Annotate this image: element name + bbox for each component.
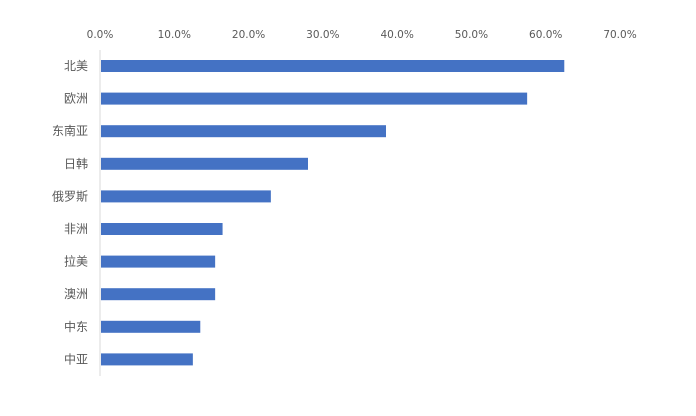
- category-label: 中东: [64, 319, 88, 334]
- x-tick-label: 60.0%: [529, 29, 562, 41]
- bar: [101, 223, 223, 235]
- bar: [101, 288, 216, 301]
- category-label: 北美: [64, 59, 88, 73]
- bar: [101, 255, 216, 268]
- bar: [101, 92, 528, 105]
- x-tick-label: 40.0%: [380, 29, 413, 41]
- bar: [101, 60, 565, 72]
- bars: [101, 60, 565, 366]
- bar: [101, 190, 271, 203]
- category-label: 中亚: [64, 351, 88, 366]
- x-axis-ticks: 0.0% 10.0% 20.0% 30.0% 40.0% 50.0% 60.0% 70.0%: [87, 29, 637, 41]
- category-label: 欧洲: [64, 92, 88, 106]
- category-label: 日韩: [64, 156, 88, 171]
- category-label: 澳洲: [64, 287, 88, 301]
- x-tick-label: 70.0%: [603, 29, 636, 41]
- x-tick-label: 0.0%: [87, 29, 114, 41]
- category-label: 俄罗斯: [52, 189, 88, 203]
- bar: [101, 125, 386, 138]
- x-tick-label: 10.0%: [158, 29, 191, 41]
- category-label: 拉美: [64, 254, 88, 269]
- x-tick-label: 20.0%: [232, 29, 265, 41]
- category-label: 东南亚: [52, 123, 88, 138]
- x-tick-label: 30.0%: [306, 29, 339, 41]
- bar: [101, 320, 201, 333]
- category-label: 非洲: [64, 222, 88, 236]
- x-tick-label: 50.0%: [455, 29, 488, 41]
- bar: [101, 157, 308, 170]
- bar: [101, 353, 193, 366]
